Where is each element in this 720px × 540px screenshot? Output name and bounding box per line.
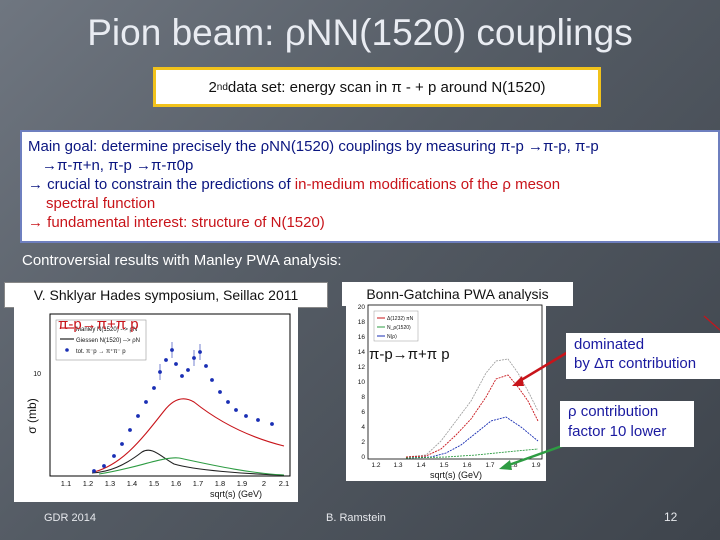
plot-left-legend-2: Giessen N(1520) --> ρN [76, 338, 140, 344]
plot-right-ytick-5: 12 [358, 364, 366, 371]
plot-right-xtick-1: 1.2 [371, 462, 380, 469]
plot-left-xtick-7: 1.7 [193, 479, 203, 488]
plot-right-reaction-label: π-p→π+π p [369, 346, 450, 363]
goal-line-5: → fundamental interest: structure of N(1… [28, 214, 325, 231]
plot-right-xtick-4: 1.5 [439, 462, 448, 469]
plot-right-ytick-8: 6 [361, 409, 365, 416]
plot-left-xticks: 1.1 1.2 1.3 1.4 1.5 1.6 1.7 1.8 1.9 2 2.… [61, 479, 289, 488]
plot-left-legend-3: tot. π⁻p → π⁺π⁻ p [76, 348, 126, 355]
footer-center: B. Ramstein [326, 512, 386, 524]
main-goal-box: Main goal: determine precisely the ρNN(1… [20, 130, 720, 243]
subtitle-pre: 2 [208, 78, 217, 96]
plot-right-xtick-6: 1.7 [485, 462, 494, 469]
plot-left-xtick-4: 1.4 [127, 479, 137, 488]
plot-left-points [92, 342, 274, 473]
plot-left-xtick-2: 1.2 [83, 479, 93, 488]
page-number: 12 [664, 510, 678, 524]
plot-right-ytick-7: 8 [361, 394, 365, 401]
plot-left-xtick-1: 1.1 [61, 479, 71, 488]
plot-left-legend-1: Manley N(1520) --> ρN [76, 327, 137, 333]
plot-right-xtick-5: 1.6 [462, 462, 471, 469]
plot-left-xtick-5: 1.5 [149, 479, 159, 488]
dominated-annotation: dominated by Δπ contribution [566, 333, 720, 379]
caption-left: V. Shklyar Hades symposium, Seillac 2011 [4, 282, 328, 308]
plot-right-yticks: 20 18 16 14 12 10 8 6 4 2 0 [358, 304, 366, 461]
goal-line-1: Main goal: determine precisely the ρNN(1… [28, 138, 599, 155]
plot-right-xtick-3: 1.4 [416, 462, 425, 469]
plot-right-legend-1: Δ(1232) πN [387, 316, 414, 322]
plot-left: Manley N(1520) --> ρN Giessen N(1520) --… [14, 306, 298, 502]
plot-left-xtick-8: 1.8 [215, 479, 225, 488]
plot-right-ytick-4: 14 [358, 349, 366, 356]
plot-left-ytick: 10 [33, 371, 41, 378]
controversial-heading: Controversial results with Manley PWA an… [22, 252, 342, 269]
plot-left-xtick-11: 2.1 [279, 479, 289, 488]
plot-right-legend-3: N(ρ) [387, 334, 397, 340]
plot-left-xtick-9: 1.9 [237, 479, 247, 488]
plot-right: 20 18 16 14 12 10 8 6 4 2 0 Δ(1232) πN N… [346, 301, 546, 481]
plot-left-legend: Manley N(1520) --> ρN Giessen N(1520) --… [55, 319, 147, 361]
plot-right-ytick-11: 0 [361, 454, 365, 461]
rho-line-2: factor 10 lower [568, 423, 667, 440]
plot-right-ytick-9: 4 [361, 424, 365, 431]
rho-line-1: ρ contribution [568, 403, 659, 420]
plot-right-xtick-2: 1.3 [393, 462, 402, 469]
plot-right-legend-2: N_ρ(1520) [387, 325, 411, 331]
plot-right-xlabel: sqrt(s) (GeV) [430, 470, 482, 480]
subtitle-sup: nd [216, 81, 228, 93]
plot-right-ytick-2: 18 [358, 319, 366, 326]
goal-line-3-text: → crucial to constrain the predictions o… [28, 176, 295, 193]
dominated-line-1: dominated [574, 336, 645, 353]
plot-left-xtick-3: 1.3 [105, 479, 115, 488]
plot-left-xtick-10: 2 [262, 479, 266, 488]
plot-right-xtick-7: 1.8 [508, 462, 517, 469]
page-title: Pion beam: ρNN(1520) couplings [87, 12, 633, 53]
goal-line-3-highlight: in-medium modifications of the ρ meson [294, 176, 561, 193]
plot-right-ytick-10: 2 [361, 439, 365, 446]
plot-right-xtick-8: 1.9 [531, 462, 540, 469]
plot-right-ytick-3: 16 [358, 334, 366, 341]
arrow-red-edge [703, 315, 720, 331]
goal-line-4: spectral function [46, 195, 156, 212]
goal-line-2: →π-π+n, π-p →π-π0p [42, 157, 194, 174]
plot-left-xtick-6: 1.6 [171, 479, 181, 488]
plot-right-ytick-1: 20 [358, 304, 366, 311]
dominated-line-2: by Δπ contribution [574, 355, 697, 372]
plot-right-ytick-6: 10 [358, 379, 366, 386]
plot-left-ylabel: σ (mb) [25, 398, 39, 433]
subtitle-text: data set: energy scan in π - + p around … [227, 78, 546, 96]
plot-left-reaction-label: π-p→π+π p [58, 316, 139, 333]
goal-line-3: → crucial to constrain the predictions o… [28, 175, 712, 194]
plot-left-xlabel: sqrt(s) (GeV) [210, 489, 262, 499]
plot-right-legend: Δ(1232) πN N_ρ(1520) N(ρ) [373, 310, 419, 342]
rho-annotation: ρ contribution factor 10 lower [560, 401, 694, 447]
footer-left: GDR 2014 [44, 512, 96, 524]
